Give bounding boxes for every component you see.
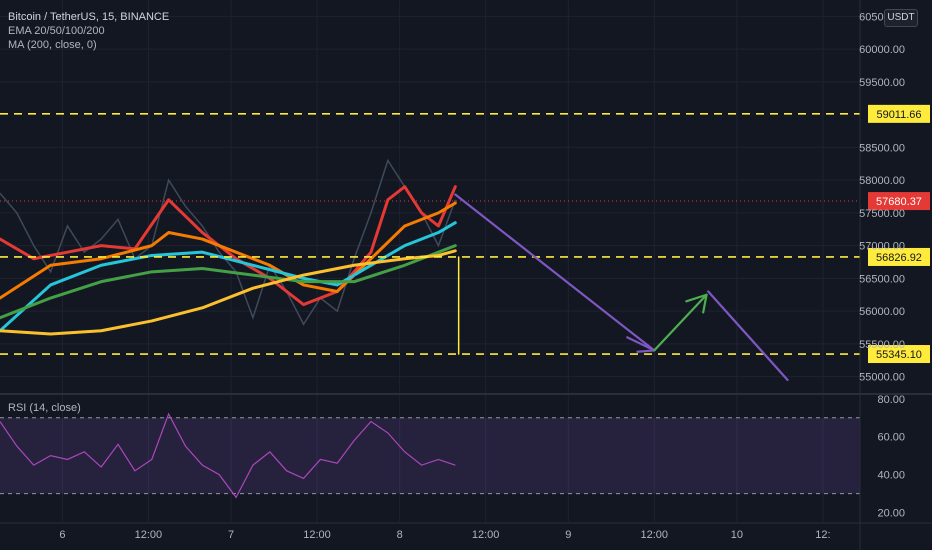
rsi-tick-label: 40.00 [877,470,905,482]
x-tick-label: 12:00 [472,529,500,541]
x-tick-label: 12:00 [303,529,331,541]
horizontal-levels[interactable]: 59011.66 56826.92 55345.10 57680.37 [0,104,930,364]
level-label-bg [868,247,930,266]
last-price-label-bg [868,192,930,211]
price-line[interactable] [0,158,456,326]
x-tick-label: 12:00 [641,529,669,541]
price-series [0,158,456,326]
moving-average-line[interactable] [0,249,457,336]
trend-arrow[interactable] [454,193,656,352]
currency-button[interactable]: USDT [884,9,918,27]
legend-ma[interactable]: MA (200, close, 0) [8,39,97,51]
moving-averages [0,185,457,336]
x-tick-label: 7 [228,529,234,541]
trend-arrow[interactable] [685,293,708,314]
moving-average-line[interactable] [0,201,457,300]
y-tick-label: 55000.00 [859,372,905,384]
x-tick-label: 8 [397,529,403,541]
y-tick-label: 57500.00 [859,208,905,220]
legend-ema[interactable]: EMA 20/50/100/200 [8,25,105,37]
x-tick-label: 12:00 [135,529,163,541]
rsi-tick-label: 20.00 [877,508,905,520]
chart-legend: Bitcoin / TetherUS, 15, BINANCE EMA 20/5… [8,10,169,52]
moving-average-line[interactable] [0,244,457,320]
moving-average-line[interactable] [0,221,457,333]
last-price-label: 57680.37 [876,196,922,208]
level-label-bg [868,345,930,364]
trend-arrow[interactable] [653,293,708,352]
rsi-legend[interactable]: RSI (14, close) [8,402,81,414]
y-tick-label: 58000.00 [859,175,905,187]
rsi-panel[interactable] [0,412,860,499]
rsi-tick-label: 80.00 [877,394,905,406]
level-label: 56826.92 [876,252,922,264]
rsi-tick-label: 60.00 [877,432,905,444]
drawings[interactable] [454,193,789,381]
x-tick-label: 10 [731,529,743,541]
level-label-bg [868,104,930,123]
y-tick-label: 56000.00 [859,306,905,318]
y-tick-label: 57000.00 [859,241,905,253]
level-label: 59011.66 [876,109,921,121]
y-tick-label: 59500.00 [859,77,905,89]
x-tick-label: 9 [565,529,571,541]
y-tick-label: 55500.00 [859,339,905,351]
trend-arrow[interactable] [707,290,789,381]
legend-symbol[interactable]: Bitcoin / TetherUS, 15, BINANCE [8,11,170,23]
x-tick-label: 6 [59,529,65,541]
y-tick-label: 58500.00 [859,142,905,154]
grid [0,0,860,522]
y-tick-label: 60000.00 [859,44,905,56]
level-label: 55345.10 [876,349,922,361]
rsi-line[interactable] [0,412,456,499]
rsi-band-fill [0,417,860,494]
y-tick-label: 56500.00 [859,273,905,285]
x-tick-label: 12: [815,529,830,541]
